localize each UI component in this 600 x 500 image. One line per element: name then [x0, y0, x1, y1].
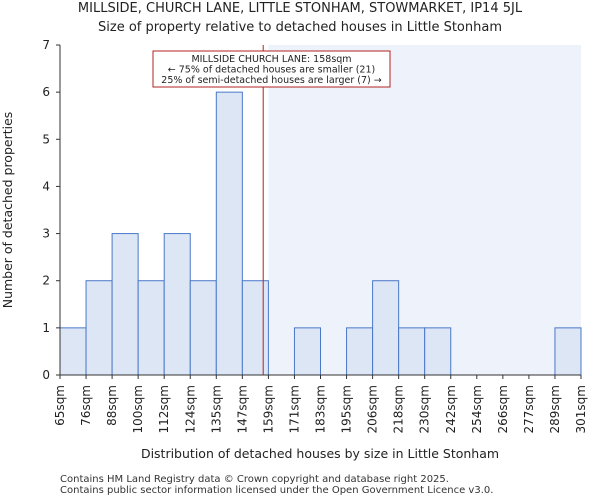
x-tick-label: 65sqm	[53, 385, 67, 426]
bar-76sqm	[85, 280, 113, 376]
bar-195sqm	[346, 327, 374, 376]
y-tick-label: 3	[42, 227, 50, 241]
bar-112sqm	[163, 233, 191, 376]
x-tick-label: 100sqm	[131, 385, 145, 433]
chart-subtitle: Size of property relative to detached ho…	[98, 20, 502, 35]
x-tick-label: 124sqm	[183, 385, 197, 433]
annotation-border	[152, 50, 391, 88]
x-tick-label: 206sqm	[366, 385, 380, 433]
x-tick-label: 266sqm	[496, 385, 510, 433]
y-tick-label: 0	[42, 368, 50, 382]
x-tick-label: 159sqm	[261, 385, 275, 433]
bar-171sqm	[293, 327, 322, 376]
y-tick-label: 1	[42, 321, 50, 335]
bar-230sqm	[424, 327, 452, 376]
x-tick-label: 76sqm	[79, 385, 93, 426]
footer-copyright: Contains HM Land Registry data © Crown c…	[60, 474, 449, 485]
y-tick-label: 4	[42, 179, 50, 193]
chart-title: MILLSIDE, CHURCH LANE, LITTLE STONHAM, S…	[77, 1, 523, 16]
y-tick-label: 5	[42, 132, 50, 146]
annotation-box: MILLSIDE CHURCH LANE: 158sqm ← 75% of de…	[152, 50, 391, 88]
x-axis-label: Distribution of detached houses by size …	[141, 446, 499, 461]
annotation-line-2: ← 75% of detached houses are smaller (21…	[168, 65, 375, 76]
x-tick-label: 301sqm	[574, 385, 588, 433]
bar-289sqm	[554, 327, 582, 376]
bar-218sqm	[398, 327, 426, 376]
x-tick-label: 230sqm	[418, 385, 432, 433]
y-tick-label: 7	[42, 38, 50, 52]
y-axis-label: Number of detached properties	[0, 112, 15, 309]
bar-147sqm	[241, 280, 269, 376]
x-tick-label: 195sqm	[340, 385, 354, 433]
x-tick-label: 242sqm	[444, 385, 458, 433]
bar-124sqm	[189, 280, 217, 376]
y-tick-label: 6	[42, 85, 50, 99]
x-tick-label: 254sqm	[470, 385, 484, 433]
footer-licence: Contains public sector information licen…	[60, 485, 494, 496]
x-tick-label: 289sqm	[548, 385, 562, 433]
bar-65sqm	[59, 327, 87, 376]
x-tick-label: 218sqm	[392, 385, 406, 433]
y-tick-label: 2	[42, 274, 50, 288]
x-tick-label: 147sqm	[235, 385, 249, 433]
bar-135sqm	[215, 91, 243, 376]
annotation-line-1: MILLSIDE CHURCH LANE: 158sqm	[191, 54, 351, 65]
x-tick-label: 88sqm	[105, 385, 119, 426]
bar-100sqm	[137, 280, 165, 376]
x-tick-label: 277sqm	[522, 385, 536, 433]
x-tick-label: 112sqm	[157, 385, 171, 433]
bar-206sqm	[372, 280, 400, 376]
bar-88sqm	[111, 233, 139, 376]
annotation-line-3: 25% of semi-detached houses are larger (…	[161, 75, 381, 86]
highlight-region	[268, 45, 581, 375]
x-tick-label: 135sqm	[209, 385, 223, 433]
x-tick-label: 183sqm	[314, 385, 328, 433]
x-tick-label: 171sqm	[287, 385, 301, 433]
